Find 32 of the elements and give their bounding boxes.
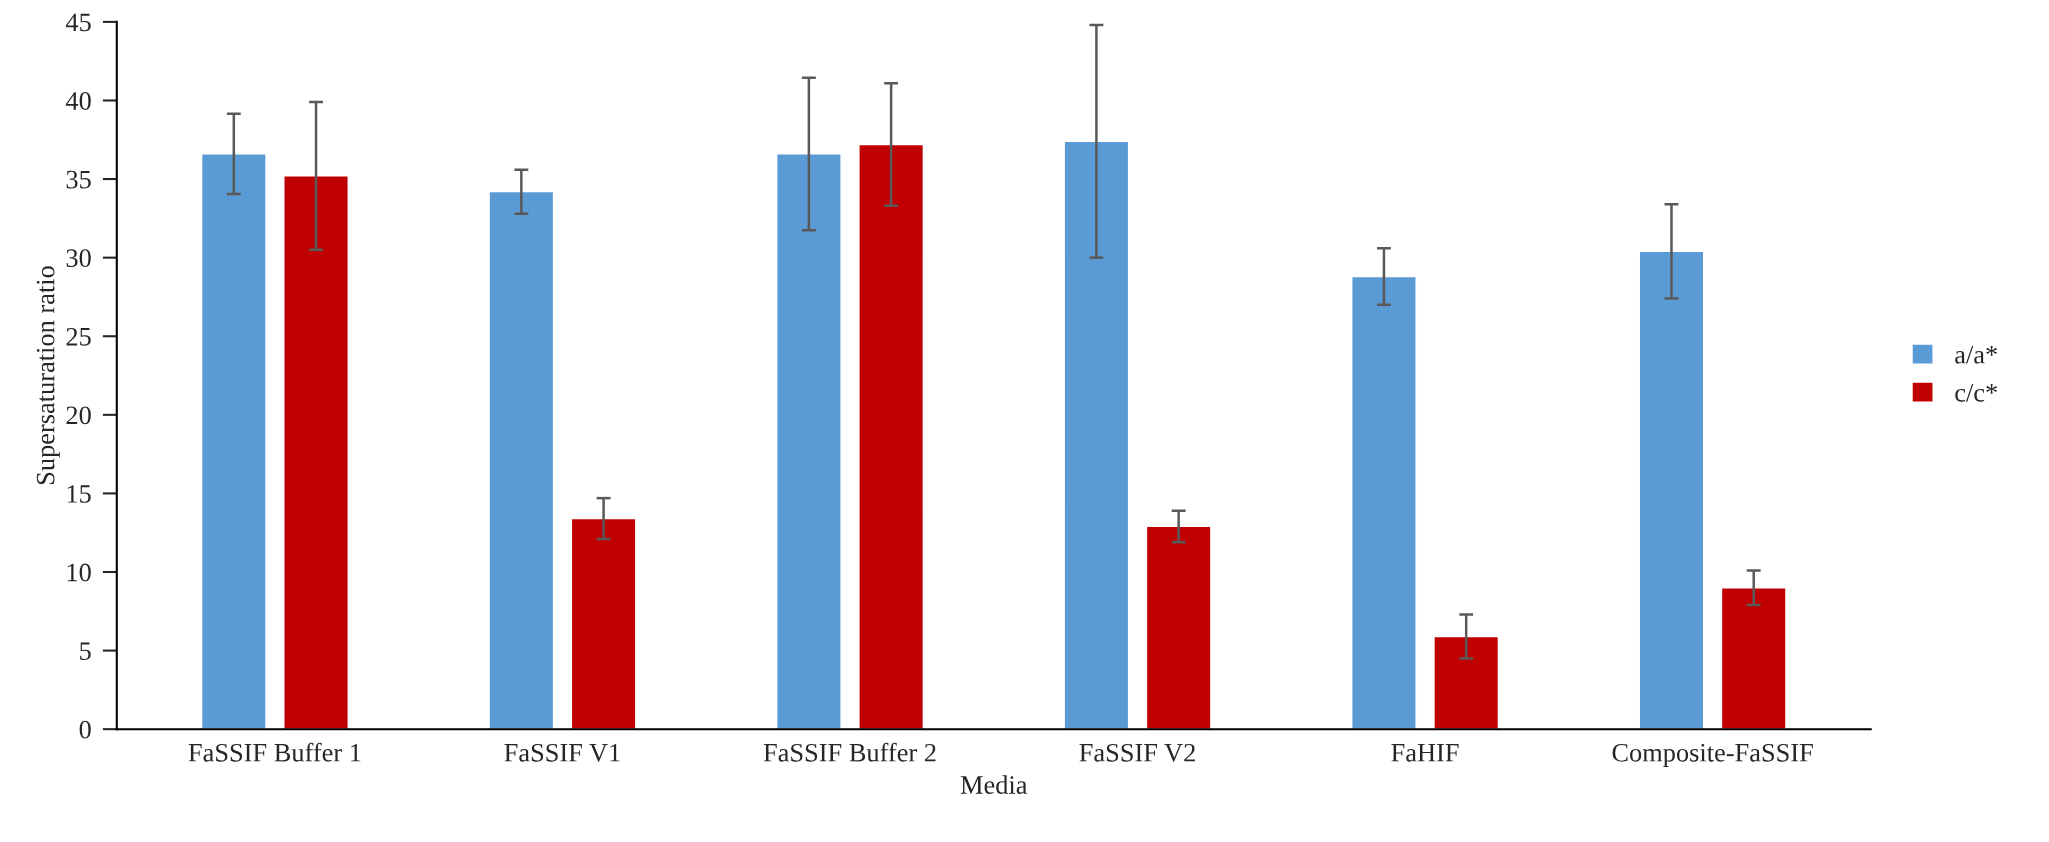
legend-label: a/a* <box>1955 345 1997 364</box>
x-tick-label: FaSSIF V2 <box>1079 743 1195 762</box>
y-tick-label: 10 <box>67 563 91 582</box>
y-tick-label: 30 <box>66 249 91 268</box>
y-tick-label: 0 <box>79 720 91 739</box>
y-tick-label: 15 <box>67 485 91 503</box>
bar <box>1351 275 1417 730</box>
bar <box>488 190 555 730</box>
y-tick-label: 25 <box>66 327 91 346</box>
bar <box>1145 525 1212 730</box>
y-tick-label: 35 <box>66 170 91 189</box>
x-axis-title: Media <box>960 775 1028 794</box>
bar <box>1433 635 1500 730</box>
legend-label: c/c* <box>1955 384 1997 402</box>
y-tick-label: 5 <box>80 642 91 660</box>
bar <box>570 517 637 730</box>
bar <box>1720 587 1787 730</box>
x-tick-label: FaHIF <box>1391 744 1459 762</box>
bar <box>775 153 842 730</box>
x-tick-label: Composite-FaSSIF <box>1612 743 1813 767</box>
y-tick-label: 40 <box>65 92 91 110</box>
y-tick-label: 45 <box>65 13 91 32</box>
y-axis-title: Supersaturation ratio <box>36 266 60 485</box>
bar <box>1063 140 1130 730</box>
bar <box>858 143 925 730</box>
x-tick-label: FaSSIF V1 <box>504 743 620 762</box>
y-tick-label: 20 <box>66 406 91 425</box>
x-tick-label: FaSSIF Buffer 2 <box>763 742 936 762</box>
bar <box>1638 250 1705 730</box>
bar <box>283 175 349 730</box>
x-tick-label: FaSSIF Buffer 1 <box>188 742 361 762</box>
bar <box>200 153 267 730</box>
